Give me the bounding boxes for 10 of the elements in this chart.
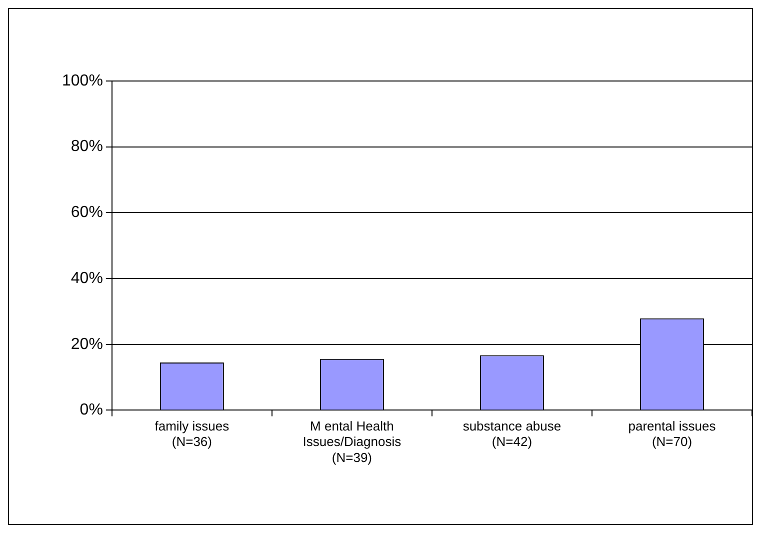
x-tick-label: parental issues (N=70) xyxy=(628,418,716,450)
x-tick-label: M ental Health Issues/Diagnosis (N=39) xyxy=(302,418,402,465)
y-tick-label: 40% xyxy=(70,270,103,287)
y-tick-label: 0% xyxy=(80,402,103,419)
y-tick-label: 80% xyxy=(70,138,103,156)
x-tick-label: family issues (N=36) xyxy=(154,418,230,450)
y-tick-label: 100% xyxy=(62,72,103,90)
y-tick-label: 60% xyxy=(70,204,103,222)
y-tick-label: 20% xyxy=(70,336,103,353)
x-tick-label: substance abuse (N=42) xyxy=(462,418,562,450)
